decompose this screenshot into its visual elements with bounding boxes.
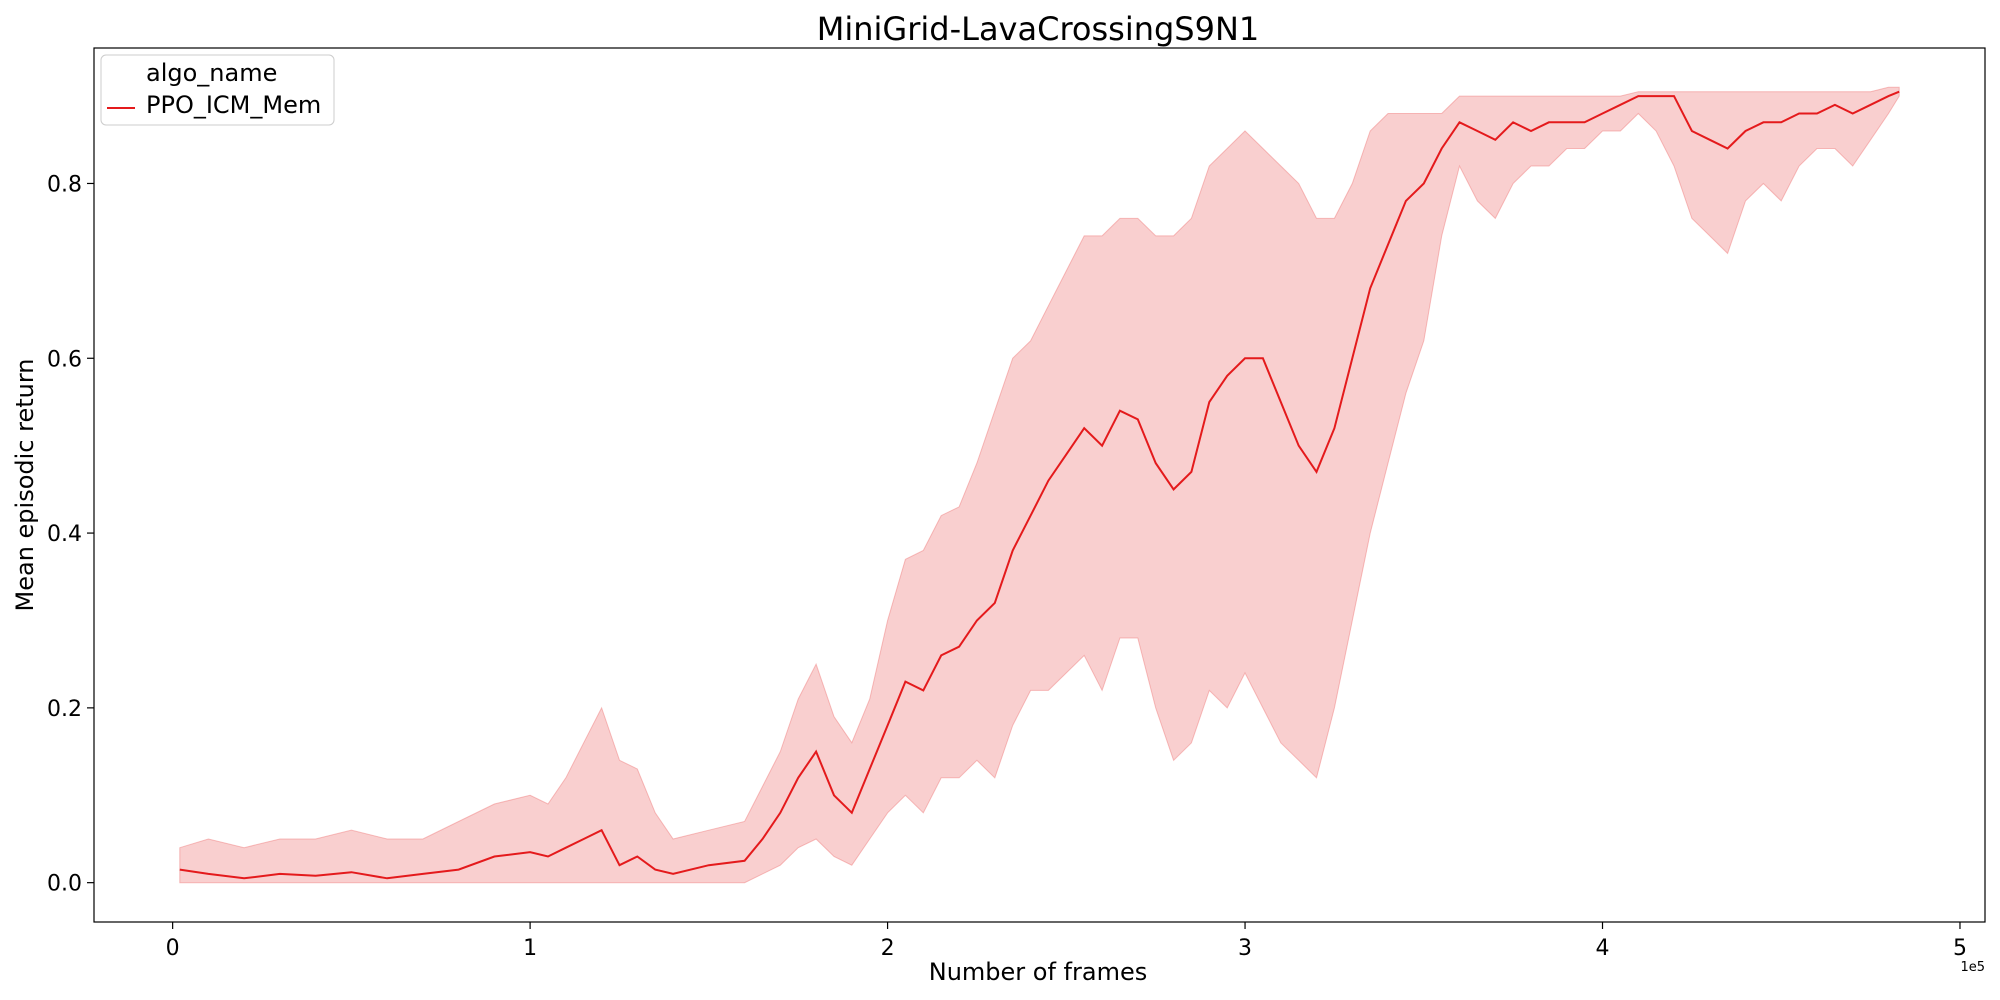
x-tick-label: 0 <box>166 936 180 961</box>
y-tick-label: 0.8 <box>47 172 82 197</box>
x-axis-label: Number of frames <box>929 958 1147 986</box>
plot-area <box>179 86 1900 884</box>
y-tick-label: 0.0 <box>47 872 82 897</box>
confidence-band <box>179 86 1900 884</box>
chart-title: MiniGrid-LavaCrossingS9N1 <box>817 10 1260 48</box>
y-tick-label: 0.4 <box>47 522 82 547</box>
y-axis: 0.0 0.2 0.4 0.6 0.8 <box>47 172 94 897</box>
x-tick-label: 5 <box>1953 936 1967 961</box>
x-tick-label: 4 <box>1596 936 1610 961</box>
x-offset-label: 1e5 <box>1960 960 1985 975</box>
y-tick-label: 0.2 <box>47 697 82 722</box>
series-line <box>179 90 1900 880</box>
x-tick-label: 1 <box>523 936 537 961</box>
plot-frame <box>93 47 1986 923</box>
y-tick-label: 0.6 <box>47 347 82 372</box>
x-axis: 0 1 2 3 4 5 <box>166 922 1967 961</box>
legend-title: algo_name <box>146 59 277 87</box>
y-axis-label: Mean episodic return <box>11 359 39 612</box>
x-tick-label: 2 <box>881 936 895 961</box>
legend: algo_name PPO_ICM_Mem <box>100 54 335 126</box>
x-tick-label: 3 <box>1238 936 1252 961</box>
legend-entry-label: PPO_ICM_Mem <box>146 91 321 119</box>
legend-box <box>100 54 335 126</box>
